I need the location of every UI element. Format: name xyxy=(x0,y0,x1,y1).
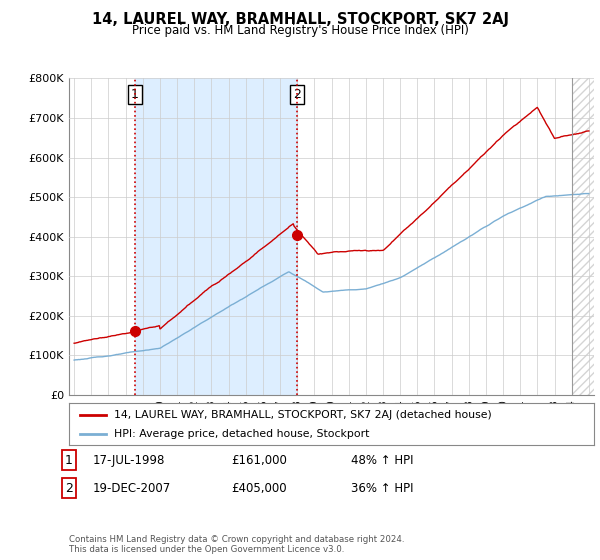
Text: 19-DEC-2007: 19-DEC-2007 xyxy=(93,482,171,495)
Text: 14, LAUREL WAY, BRAMHALL, STOCKPORT, SK7 2AJ: 14, LAUREL WAY, BRAMHALL, STOCKPORT, SK7… xyxy=(91,12,509,27)
Text: 2: 2 xyxy=(65,482,73,495)
Text: 14, LAUREL WAY, BRAMHALL, STOCKPORT, SK7 2AJ (detached house): 14, LAUREL WAY, BRAMHALL, STOCKPORT, SK7… xyxy=(113,409,491,419)
Text: 2: 2 xyxy=(293,88,301,101)
Bar xyxy=(135,78,296,395)
Text: 48% ↑ HPI: 48% ↑ HPI xyxy=(351,454,413,467)
Text: Contains HM Land Registry data © Crown copyright and database right 2024.
This d: Contains HM Land Registry data © Crown c… xyxy=(69,535,404,554)
Bar xyxy=(572,78,594,395)
Text: £405,000: £405,000 xyxy=(231,482,287,495)
Text: £161,000: £161,000 xyxy=(231,454,287,467)
Text: 36% ↑ HPI: 36% ↑ HPI xyxy=(351,482,413,495)
Text: Price paid vs. HM Land Registry's House Price Index (HPI): Price paid vs. HM Land Registry's House … xyxy=(131,24,469,36)
Bar xyxy=(572,78,594,395)
Text: 1: 1 xyxy=(65,454,73,467)
Text: 1: 1 xyxy=(131,88,139,101)
Text: 17-JUL-1998: 17-JUL-1998 xyxy=(93,454,166,467)
Text: HPI: Average price, detached house, Stockport: HPI: Average price, detached house, Stoc… xyxy=(113,429,369,439)
